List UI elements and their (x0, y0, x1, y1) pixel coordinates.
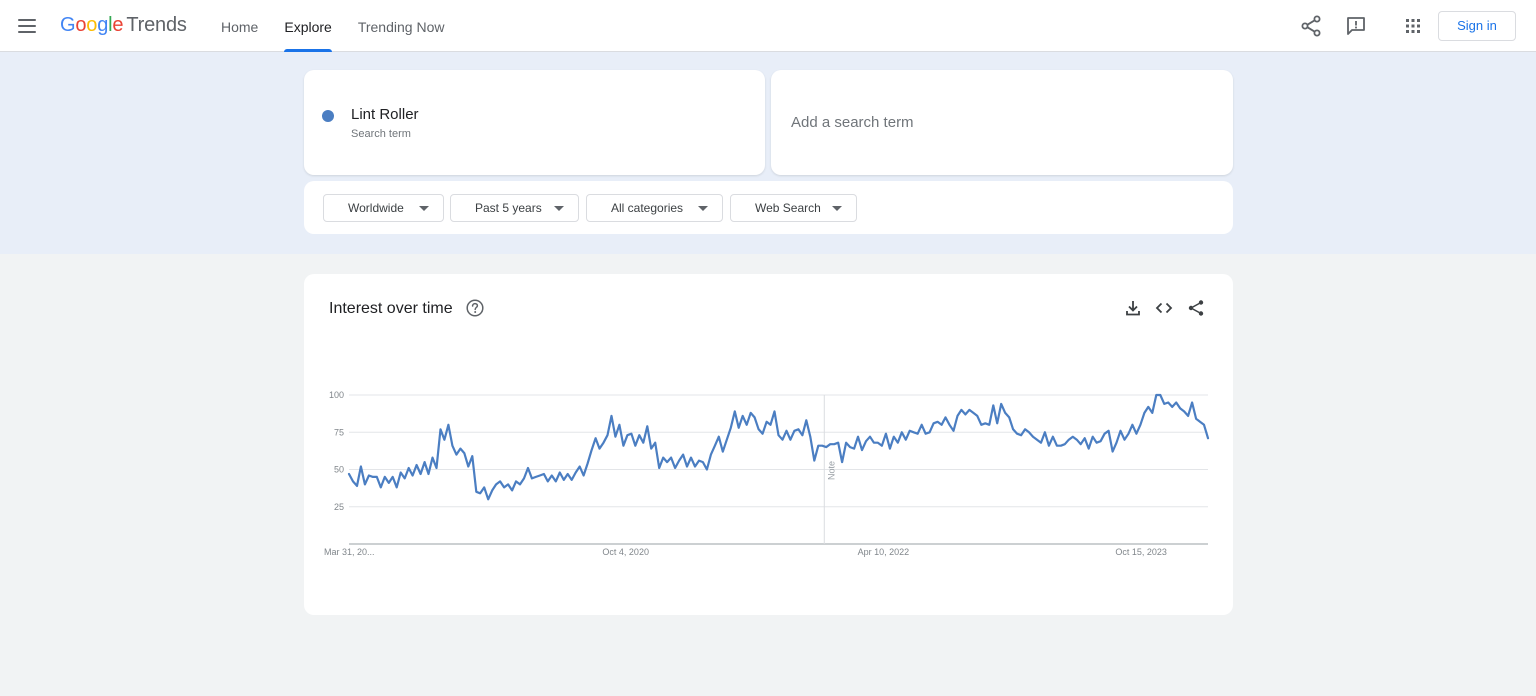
filter-search-type[interactable]: Web Search (730, 194, 857, 222)
feedback-icon[interactable] (1344, 14, 1368, 38)
filter-bar: Worldwide Past 5 years All categories We… (304, 181, 1233, 234)
logo-google: Google (60, 14, 124, 36)
add-search-term-placeholder: Add a search term (791, 114, 914, 131)
interest-line-chart: 25 50 75 100 Mar 31, 20... Oct 4, 2020 Apr 10… (324, 390, 1210, 557)
add-search-term-input[interactable]: Add a search term (771, 70, 1233, 175)
filter-time-range-label: Past 5 years (475, 201, 542, 215)
x-tick-label: Apr 10, 2022 (858, 547, 910, 557)
note-label[interactable]: Note (826, 461, 836, 480)
caret-down-icon (832, 206, 842, 211)
caret-down-icon (554, 206, 564, 211)
help-icon[interactable] (465, 298, 485, 318)
download-icon[interactable] (1123, 298, 1143, 318)
main-nav: Home Explore Trending Now (221, 0, 444, 52)
caret-down-icon (419, 206, 429, 211)
series-line-lint-roller[interactable] (347, 393, 1210, 501)
logo-trends: Trends (126, 14, 187, 36)
filter-region-label: Worldwide (348, 201, 404, 215)
menu-icon[interactable] (18, 15, 40, 37)
apps-grid-icon[interactable] (1401, 14, 1425, 38)
google-trends-logo[interactable]: Google Trends (60, 14, 187, 37)
search-term-name[interactable]: Lint Roller (351, 106, 419, 123)
filter-category[interactable]: All categories (586, 194, 723, 222)
share-icon[interactable] (1299, 14, 1323, 38)
x-tick-label: Oct 15, 2023 (1115, 547, 1167, 557)
y-tick-label: 75 (334, 427, 344, 437)
y-tick-label: 25 (334, 502, 344, 512)
share-icon[interactable] (1186, 298, 1206, 318)
filter-time-range[interactable]: Past 5 years (450, 194, 579, 222)
x-tick-label: Oct 4, 2020 (602, 547, 649, 557)
caret-down-icon (698, 206, 708, 211)
filter-search-type-label: Web Search (755, 201, 821, 215)
filter-region[interactable]: Worldwide (323, 194, 444, 222)
search-term-card[interactable]: Lint Roller Search term (304, 70, 765, 175)
interest-over-time-card: Interest over time 25 50 75 100 Mar 31, 20.… (304, 274, 1233, 615)
nav-explore[interactable]: Explore (284, 0, 333, 52)
filter-category-label: All categories (611, 201, 684, 215)
x-tick-label: Mar 31, 20... (324, 547, 375, 557)
sign-in-button[interactable]: Sign in (1438, 11, 1516, 41)
embed-code-icon[interactable] (1154, 298, 1174, 318)
search-term-subtitle: Search term (351, 128, 411, 140)
nav-trending-now[interactable]: Trending Now (357, 19, 445, 35)
term-color-dot (322, 110, 334, 122)
nav-home[interactable]: Home (221, 19, 259, 35)
y-tick-label: 100 (329, 390, 344, 400)
chart-title: Interest over time (329, 300, 453, 317)
top-bar: Google Trends Home Explore Trending Now S… (0, 0, 1536, 52)
y-tick-label: 50 (334, 465, 344, 475)
